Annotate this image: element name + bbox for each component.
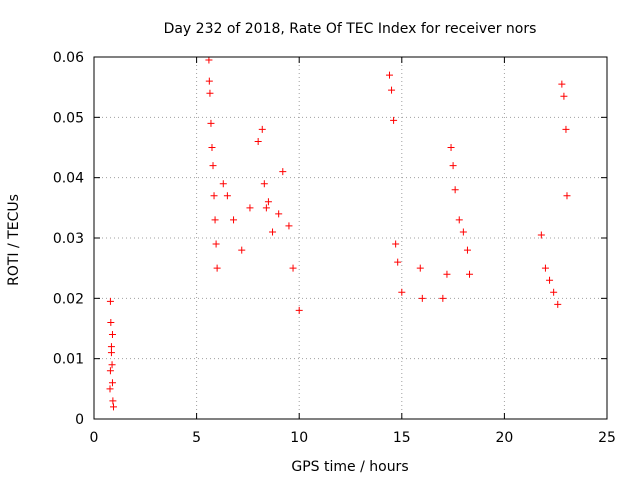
data-point: [439, 294, 447, 302]
data-point: [107, 349, 115, 357]
data-point: [238, 246, 246, 254]
data-point: [289, 264, 297, 272]
data-point: [385, 71, 393, 79]
data-point: [394, 258, 402, 266]
data-point: [109, 397, 117, 405]
data-point: [466, 270, 474, 278]
data-point: [205, 56, 213, 64]
data-point: [459, 228, 467, 236]
x-tick-label: 25: [598, 430, 616, 446]
data-point: [108, 379, 116, 387]
y-tick-label: 0.04: [53, 171, 84, 187]
data-point: [106, 385, 114, 393]
x-axis-label: GPS time / hours: [291, 459, 408, 475]
chart-title: Day 232 of 2018, Rate Of TEC Index for r…: [164, 21, 537, 37]
axis-ticks: 0 0.01 0.02 0.03 0.04 0.05 0.06 0 5 10 15 20 25: [53, 50, 616, 446]
data-point: [264, 198, 272, 206]
data-point: [223, 192, 231, 200]
data-point: [390, 116, 398, 124]
data-point: [560, 92, 568, 100]
data-point: [210, 192, 218, 200]
data-point: [106, 297, 114, 305]
data-point: [398, 288, 406, 296]
data-point: [463, 246, 471, 254]
data-point: [279, 168, 287, 176]
y-tick-label: 0.02: [53, 291, 84, 307]
data-point: [285, 222, 293, 230]
data-point: [269, 228, 277, 236]
data-point: [108, 361, 116, 369]
data-point: [554, 300, 562, 308]
data-point: [295, 306, 303, 314]
data-point: [107, 343, 115, 351]
data-point: [209, 162, 217, 170]
y-tick-label: 0.05: [53, 110, 84, 126]
data-point: [211, 216, 219, 224]
data-point: [108, 331, 116, 339]
x-tick-label: 5: [192, 430, 201, 446]
data-point: [213, 264, 221, 272]
data-point: [246, 204, 254, 212]
data-point: [541, 264, 549, 272]
data-point: [455, 216, 463, 224]
data-point: [550, 288, 558, 296]
data-point: [258, 125, 266, 133]
data-point: [208, 144, 216, 151]
data-point: [388, 86, 396, 94]
data-point: [416, 264, 424, 272]
y-tick-label: 0.06: [53, 50, 84, 66]
data-point: [275, 210, 283, 218]
data-point: [107, 318, 115, 326]
y-tick-label: 0: [75, 412, 84, 428]
data-points: [106, 56, 571, 411]
data-point: [219, 180, 227, 188]
data-point: [254, 137, 262, 145]
x-tick-label: 0: [90, 430, 99, 446]
data-point: [563, 192, 571, 200]
data-point: [262, 204, 270, 212]
data-point: [205, 77, 213, 85]
data-point: [558, 80, 566, 88]
data-point: [106, 367, 114, 375]
data-point: [392, 240, 400, 248]
data-point: [447, 144, 455, 151]
x-tick-label: 10: [290, 430, 308, 446]
data-point: [418, 294, 426, 302]
data-point: [206, 89, 214, 97]
data-point: [212, 240, 220, 248]
data-point: [207, 119, 215, 127]
y-tick-label: 0.01: [53, 352, 84, 368]
y-tick-label: 0.03: [53, 231, 84, 247]
x-tick-label: 20: [495, 430, 513, 446]
data-point: [546, 276, 554, 284]
data-point: [562, 125, 570, 133]
data-point: [537, 231, 545, 239]
data-point: [230, 216, 238, 224]
data-point: [449, 162, 457, 170]
grid-lines: [94, 57, 607, 419]
data-point: [109, 403, 117, 411]
x-tick-label: 15: [393, 430, 411, 446]
data-point: [260, 180, 268, 188]
data-point: [443, 270, 451, 278]
y-axis-label: ROTI / TECUs: [6, 194, 22, 286]
data-point: [451, 186, 459, 194]
